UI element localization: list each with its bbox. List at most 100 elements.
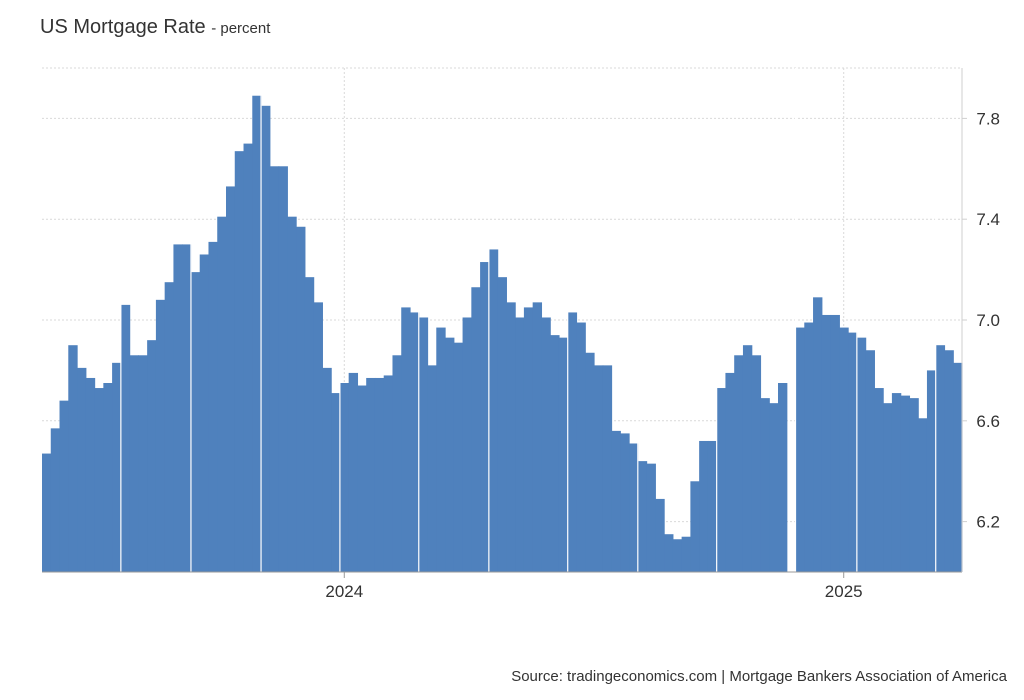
bar	[217, 216, 227, 572]
bar	[59, 400, 69, 572]
bar	[655, 498, 665, 572]
bars	[42, 68, 963, 573]
bar	[68, 345, 78, 572]
bar	[742, 345, 753, 572]
bar	[199, 254, 210, 573]
bar	[226, 186, 236, 572]
bar	[813, 297, 823, 572]
bar	[594, 365, 604, 572]
bar	[234, 151, 245, 572]
bar	[383, 375, 394, 572]
bar	[909, 398, 919, 572]
y-tick-label: 7.4	[976, 210, 1000, 229]
bar	[331, 393, 341, 572]
bar	[830, 314, 840, 572]
bar	[374, 377, 385, 572]
bar	[795, 327, 805, 572]
bar	[112, 362, 122, 572]
bar	[182, 244, 192, 572]
bar	[164, 282, 175, 572]
bar	[611, 430, 621, 572]
bar	[751, 355, 762, 572]
bar	[953, 362, 963, 572]
bar	[725, 372, 735, 572]
bar	[418, 317, 429, 572]
bar	[664, 534, 674, 572]
bar	[304, 277, 315, 572]
bar	[42, 453, 52, 572]
bar	[480, 262, 490, 572]
bar	[296, 226, 306, 572]
bar	[322, 367, 332, 572]
y-tick-label: 7.0	[976, 311, 1000, 330]
bar	[716, 388, 727, 572]
bar	[760, 398, 770, 572]
bar	[567, 312, 578, 572]
bar	[585, 352, 595, 572]
bar	[523, 307, 534, 572]
bar	[935, 345, 946, 572]
bar	[313, 302, 323, 572]
bar	[243, 143, 253, 572]
bar	[366, 377, 376, 572]
bar	[891, 393, 902, 572]
bar	[410, 312, 420, 572]
bar	[821, 314, 832, 572]
bar	[646, 463, 656, 572]
bar	[778, 383, 788, 572]
bar	[558, 337, 569, 572]
bar	[103, 383, 113, 572]
bar	[147, 340, 157, 572]
bar	[532, 302, 543, 572]
bar	[348, 372, 359, 572]
bar	[401, 307, 411, 572]
bar	[602, 365, 613, 572]
bar	[944, 350, 954, 572]
bar	[576, 322, 586, 572]
bar	[856, 337, 867, 572]
bar	[269, 166, 280, 572]
bar	[278, 166, 288, 572]
bar	[681, 536, 691, 572]
y-tick-label: 7.8	[976, 109, 1000, 128]
bar	[392, 355, 402, 572]
bar	[506, 302, 516, 572]
bar	[261, 105, 271, 573]
bar	[769, 403, 779, 572]
bar	[155, 299, 166, 572]
bar	[445, 337, 455, 572]
bar	[541, 317, 551, 572]
chart-title: US Mortgage Rate - percent	[40, 16, 270, 39]
bar	[488, 249, 499, 572]
bar	[550, 335, 560, 572]
bar	[865, 350, 875, 572]
bar	[804, 322, 814, 572]
bar	[690, 481, 700, 572]
bar	[672, 539, 683, 572]
bar	[190, 272, 201, 572]
bar	[839, 327, 849, 572]
bar	[900, 395, 911, 572]
y-tick-label: 6.6	[976, 412, 1000, 431]
bar	[339, 383, 350, 572]
bar	[471, 287, 481, 572]
bar	[874, 388, 884, 572]
bar	[620, 433, 630, 572]
bar	[436, 327, 446, 572]
bar	[173, 244, 183, 572]
y-tick-label: 6.2	[976, 513, 1000, 532]
bar	[120, 304, 131, 572]
bar	[883, 403, 893, 572]
chart-title-text: US Mortgage Rate	[40, 16, 206, 38]
bar	[252, 95, 262, 572]
bar	[50, 428, 61, 572]
bar	[848, 332, 858, 572]
bar	[85, 377, 96, 572]
bar	[427, 365, 437, 572]
bar	[497, 277, 507, 572]
bar	[629, 443, 639, 572]
bar	[129, 355, 139, 572]
bar	[734, 355, 744, 572]
bar	[926, 370, 937, 572]
chart-subtitle: - percent	[211, 20, 271, 37]
